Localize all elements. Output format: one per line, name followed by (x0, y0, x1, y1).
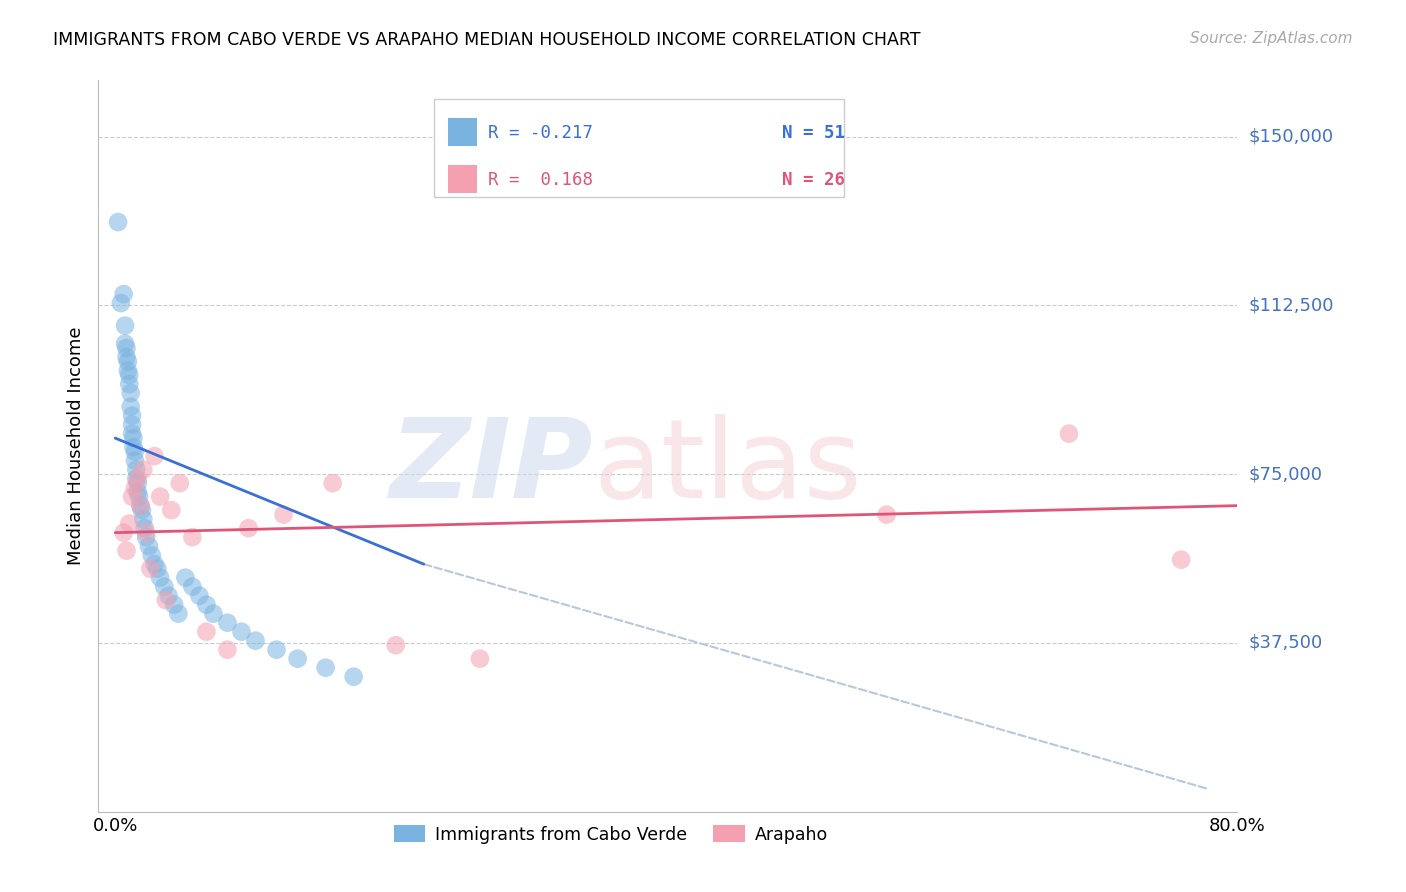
Point (118, 368, 141, 383)
Text: $75,000: $75,000 (1249, 465, 1323, 483)
Point (122, 440, 145, 454)
Point (134, 521, 156, 535)
Y-axis label: Median Household Income: Median Household Income (66, 326, 84, 566)
Point (124, 453, 146, 467)
Point (157, 589, 180, 603)
Point (120, 386, 142, 401)
Point (143, 449, 166, 463)
Point (117, 354, 139, 368)
Point (124, 481, 146, 495)
FancyBboxPatch shape (449, 119, 477, 146)
Point (238, 521, 260, 535)
Point (138, 539, 160, 553)
Point (132, 462, 155, 476)
Point (118, 377, 141, 392)
Point (143, 557, 166, 571)
Point (343, 670, 366, 684)
Point (195, 624, 218, 639)
Point (121, 490, 143, 504)
Legend: Immigrants from Cabo Verde, Arapaho: Immigrants from Cabo Verde, Arapaho (387, 819, 835, 851)
Point (468, 651, 491, 665)
Point (163, 598, 186, 612)
Point (124, 444, 146, 458)
Point (107, 215, 129, 229)
Point (115, 341, 138, 355)
Point (115, 350, 138, 364)
Text: ZIP: ZIP (391, 415, 593, 522)
Point (217, 642, 239, 657)
Point (155, 593, 177, 607)
Point (118, 516, 141, 531)
Point (127, 485, 149, 500)
Point (153, 580, 176, 594)
Text: N = 26: N = 26 (782, 170, 845, 188)
Point (322, 476, 344, 491)
Point (114, 318, 136, 333)
Point (110, 296, 132, 310)
Point (315, 661, 337, 675)
Point (120, 400, 142, 414)
Point (266, 642, 288, 657)
Point (135, 530, 157, 544)
Text: atlas: atlas (593, 415, 862, 522)
Point (202, 607, 225, 621)
Point (112, 287, 135, 301)
Point (160, 503, 183, 517)
Point (195, 598, 218, 612)
Point (117, 363, 139, 377)
Point (112, 525, 135, 540)
Point (135, 525, 157, 540)
Text: R = -0.217: R = -0.217 (488, 124, 593, 142)
Point (129, 499, 152, 513)
Point (125, 462, 148, 476)
Point (114, 336, 136, 351)
Point (188, 589, 211, 603)
Point (1057, 426, 1080, 441)
Point (149, 571, 172, 585)
Point (1170, 552, 1192, 566)
Text: R =  0.168: R = 0.168 (488, 170, 593, 188)
Point (122, 431, 145, 445)
Point (245, 633, 267, 648)
Point (287, 651, 309, 665)
Point (141, 548, 163, 562)
Text: $150,000: $150,000 (1249, 128, 1333, 145)
Point (217, 615, 239, 630)
FancyBboxPatch shape (449, 165, 477, 193)
Point (169, 476, 191, 491)
Point (115, 543, 138, 558)
Point (127, 476, 149, 491)
Text: $112,500: $112,500 (1249, 296, 1334, 314)
Point (121, 409, 143, 423)
Point (129, 499, 152, 513)
Text: $37,500: $37,500 (1249, 634, 1323, 652)
Point (273, 508, 295, 522)
Point (876, 508, 898, 522)
Point (167, 607, 190, 621)
Point (121, 426, 143, 441)
Point (149, 490, 172, 504)
Point (384, 638, 406, 652)
Point (125, 472, 148, 486)
Point (131, 503, 153, 517)
Text: N = 51: N = 51 (782, 124, 845, 142)
Point (128, 490, 150, 504)
Text: IMMIGRANTS FROM CABO VERDE VS ARAPAHO MEDIAN HOUSEHOLD INCOME CORRELATION CHART: IMMIGRANTS FROM CABO VERDE VS ARAPAHO ME… (53, 31, 921, 49)
Point (174, 571, 197, 585)
Point (121, 417, 143, 432)
Point (127, 472, 149, 486)
Point (181, 530, 204, 544)
Point (139, 562, 162, 576)
Point (231, 624, 253, 639)
Point (146, 562, 169, 576)
FancyBboxPatch shape (434, 99, 845, 197)
Point (132, 512, 155, 526)
Text: Source: ZipAtlas.com: Source: ZipAtlas.com (1189, 31, 1353, 46)
Point (181, 580, 204, 594)
